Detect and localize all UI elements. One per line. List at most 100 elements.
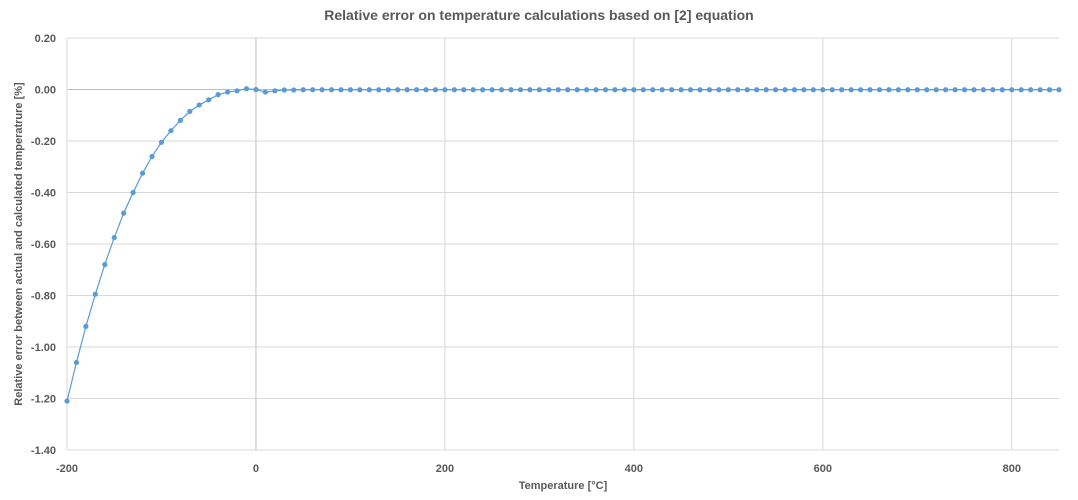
y-tick-label: -0.40 <box>31 188 56 200</box>
data-point <box>508 87 514 93</box>
data-point <box>253 86 259 93</box>
y-tick-label: -0.60 <box>31 239 56 251</box>
data-point <box>1056 87 1062 93</box>
x-tick-label: 600 <box>814 463 832 475</box>
data-point <box>1028 87 1034 93</box>
data-point <box>905 87 911 93</box>
x-tick-label: -200 <box>56 463 78 475</box>
data-point <box>980 87 987 93</box>
y-tick-label: -0.80 <box>31 291 56 303</box>
data-point <box>442 87 448 93</box>
data-point <box>621 87 628 93</box>
data-point <box>470 87 476 93</box>
data-point <box>423 87 429 93</box>
data-point <box>243 86 250 92</box>
y-tick-label: -1.40 <box>31 445 56 457</box>
data-point <box>895 87 901 93</box>
data-point <box>1009 87 1015 93</box>
data-point <box>706 87 713 93</box>
data-point <box>225 89 231 95</box>
data-point <box>1046 87 1053 93</box>
data-point <box>527 87 533 93</box>
data-point <box>839 87 845 93</box>
data-point <box>385 87 391 93</box>
data-point <box>130 189 136 196</box>
data-point <box>1018 87 1024 93</box>
data-point <box>461 87 467 93</box>
data-point <box>480 87 486 93</box>
data-point <box>867 87 873 93</box>
data-point <box>669 87 675 93</box>
y-tick-label: -0.20 <box>31 136 56 148</box>
data-point <box>357 87 363 93</box>
series-line <box>66 88 1059 402</box>
data-point <box>990 87 996 93</box>
data-point <box>413 87 420 93</box>
data-point <box>555 87 561 93</box>
data-point <box>187 108 193 114</box>
y-tick-label: -1.20 <box>31 394 56 406</box>
data-point <box>149 153 155 160</box>
data-point <box>612 87 618 93</box>
y-tick-label: 0.00 <box>35 85 56 97</box>
data-point <box>102 262 108 268</box>
data-point <box>281 87 287 93</box>
data-point <box>952 87 958 93</box>
data-point <box>92 291 98 297</box>
data-point <box>716 87 722 93</box>
x-axis-label: Temperature [°C] <box>519 480 608 492</box>
data-point <box>319 87 325 93</box>
data-point <box>498 87 505 93</box>
data-point <box>876 87 883 93</box>
data-point <box>206 97 212 103</box>
data-point <box>943 87 949 93</box>
data-point <box>754 87 760 93</box>
x-tick-label: 200 <box>436 463 454 475</box>
data-point <box>300 87 306 93</box>
data-point <box>810 87 816 93</box>
x-tick-label: 800 <box>1003 463 1021 475</box>
data-point <box>489 87 495 93</box>
data-point <box>215 92 221 98</box>
data-point <box>111 234 117 241</box>
data-point <box>565 87 571 93</box>
data-point <box>83 323 89 329</box>
data-point <box>687 87 694 93</box>
data-point <box>650 87 656 93</box>
data-point <box>366 87 372 93</box>
y-tick-labels: 0.20 0.00 -0.20 -0.40 -0.60 -0.80 -1.00 -1.20 -1… <box>31 33 56 457</box>
data-point <box>574 87 580 93</box>
y-tick-label: 0.20 <box>35 33 56 45</box>
data-point <box>291 87 297 93</box>
data-point <box>536 87 542 93</box>
data-point <box>697 87 703 93</box>
data-point <box>262 89 268 95</box>
data-point <box>593 87 599 93</box>
data-point <box>999 87 1005 93</box>
data-point <box>328 87 335 93</box>
chart-title: Relative error on temperature calculatio… <box>324 7 753 23</box>
data-point <box>829 87 835 93</box>
data-point <box>395 87 401 93</box>
data-point <box>914 87 920 93</box>
data-point <box>546 87 552 93</box>
data-point <box>772 87 779 93</box>
x-tick-label: 0 <box>253 463 259 475</box>
data-point <box>735 87 741 93</box>
data-point <box>272 88 278 94</box>
data-point <box>584 87 590 93</box>
data-point <box>744 87 750 93</box>
data-point <box>782 87 788 93</box>
data-point <box>177 117 183 123</box>
data-point <box>640 87 646 93</box>
data-point <box>64 398 70 404</box>
data-point <box>158 139 165 145</box>
data-point <box>678 87 684 93</box>
data-point <box>971 87 977 93</box>
data-point <box>659 87 665 93</box>
data-point <box>347 87 354 93</box>
data-point <box>848 87 854 93</box>
data-point <box>234 88 240 94</box>
data-point <box>338 87 344 93</box>
